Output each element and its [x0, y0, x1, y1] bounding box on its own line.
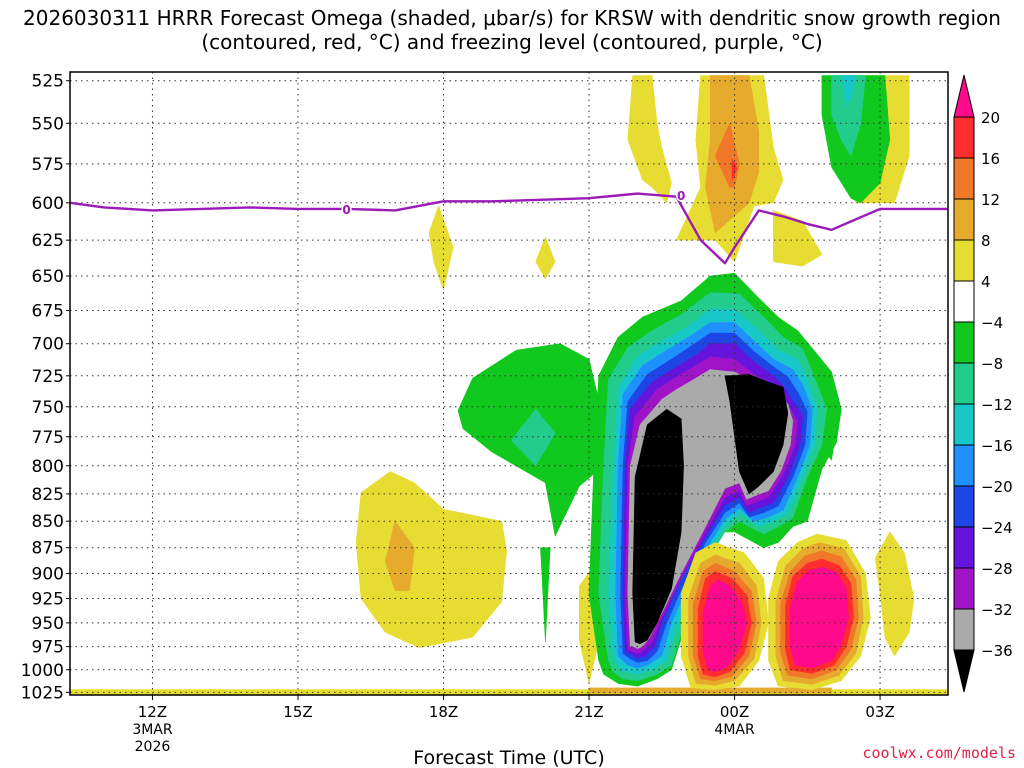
colorbar-label-11: −24	[981, 519, 1013, 537]
colorbar-label-6: −4	[981, 314, 1003, 332]
freezing-level-label-1: 0	[342, 203, 350, 217]
omega-region-3	[355, 471, 507, 648]
omega-region-42	[789, 566, 849, 669]
colorbar-label-9: −16	[981, 437, 1013, 455]
y-axis: 525 550 575 600 625 650 675 700 725 750 775 800 825 8…	[21, 72, 70, 703]
colorbar-swatch-2	[953, 157, 975, 200]
omega-shading	[70, 75, 948, 695]
y-tick-label-625: 625	[32, 231, 64, 251]
omega-region-37	[702, 579, 748, 672]
colorbar-label-3: 12	[981, 191, 1000, 209]
y-tick-label-900: 900	[32, 564, 64, 584]
plot-frame	[69, 71, 949, 696]
colorbar-swatch-8	[953, 403, 975, 446]
colorbar-swatch-5	[953, 280, 975, 323]
x-tick-label-21Z: 21Z	[574, 703, 603, 721]
colorbar-swatch-11	[953, 526, 975, 569]
y-tick-label-750: 750	[32, 398, 64, 418]
omega-region-31	[632, 408, 684, 645]
colorbar-swatch-10	[953, 485, 975, 528]
colorbar-swatch-13	[953, 608, 975, 651]
omega-region-19	[831, 75, 866, 157]
omega-region-9	[428, 205, 454, 291]
colorbar-label-5: 4	[981, 273, 991, 291]
y-tick-label-925: 925	[32, 589, 64, 609]
colorbar-swatch-4	[953, 239, 975, 282]
x-axis-label: Forecast Time (UTC)	[413, 747, 604, 768]
omega-region-2	[588, 687, 832, 694]
freezing-level-label-2: 0	[677, 189, 685, 203]
y-tick-label-575: 575	[32, 155, 64, 175]
colorbar-swatch-1	[953, 116, 975, 159]
colorbar-label-13: −32	[981, 601, 1013, 619]
colorbar-swatch-6	[953, 321, 975, 364]
y-tick-label-675: 675	[32, 301, 64, 321]
omega-region-32	[724, 374, 789, 495]
y-tick-label-650: 650	[32, 267, 64, 287]
source-credit: coolwx.com/models	[862, 744, 1016, 762]
colorbar: 20 16 12 8 4 −4 −8 −12 −16 −20 −24 −28 −32 −36	[953, 74, 1013, 693]
freezing-level-line	[70, 192, 948, 265]
colorbar-top-arrow	[953, 74, 975, 118]
omega-region-7	[540, 547, 551, 643]
x-tick-date-00Z: 4MAR	[714, 722, 755, 738]
x-tick-label-18Z: 18Z	[429, 703, 458, 721]
colorbar-swatch-9	[953, 444, 975, 487]
colorbar-swatch-7	[953, 362, 975, 405]
y-tick-label-825: 825	[32, 485, 64, 505]
colorbar-swatch-12	[953, 567, 975, 610]
y-tick-label-600: 600	[32, 194, 64, 214]
y-tick-label-525: 525	[32, 72, 64, 92]
colorbar-label-2: 16	[981, 150, 1000, 168]
omega-region-43	[874, 531, 915, 657]
colorbar-bottom-arrow	[953, 649, 975, 693]
colorbar-swatch-3	[953, 198, 975, 241]
omega-region-6	[511, 408, 556, 467]
colorbar-label-10: −20	[981, 478, 1013, 496]
y-tick-label-725: 725	[32, 367, 64, 387]
y-tick-label-1025: 1025	[21, 683, 64, 703]
omega-region-4	[384, 520, 415, 591]
x-tick-date-12Z: 3MAR	[132, 722, 173, 738]
omega-region-15	[731, 158, 738, 180]
colorbar-label-1: 20	[981, 109, 1000, 127]
colorbar-label-14: −36	[981, 642, 1013, 660]
omega-region-12	[773, 210, 823, 267]
colorbar-label-4: 8	[981, 232, 991, 250]
y-tick-label-1000: 1000	[21, 661, 64, 681]
y-tick-label-800: 800	[32, 457, 64, 477]
x-tick-label-15Z: 15Z	[283, 703, 312, 721]
grid-lines	[70, 72, 948, 695]
x-tick-year-12Z: 2026	[135, 739, 171, 755]
colorbar-label-12: −28	[981, 560, 1013, 578]
y-tick-label-875: 875	[32, 539, 64, 559]
y-tick-label-550: 550	[32, 114, 64, 134]
colorbar-label-8: −12	[981, 396, 1013, 414]
chart-title: 2026030311 HRRR Forecast Omega (shaded, …	[23, 6, 1001, 54]
x-tick-label-00Z: 00Z	[720, 703, 749, 721]
y-tick-label-775: 775	[32, 428, 64, 448]
y-tick-label-700: 700	[32, 335, 64, 355]
omega-region-20	[840, 75, 857, 107]
y-tick-label-950: 950	[32, 614, 64, 634]
x-tick-label-12Z: 12Z	[138, 703, 167, 721]
omega-region-8	[535, 236, 556, 280]
colorbar-label-7: −8	[981, 355, 1003, 373]
omega-region-10	[627, 75, 672, 204]
freezing-level-contour: 00	[70, 188, 948, 265]
y-tick-label-850: 850	[32, 512, 64, 532]
y-tick-label-975: 975	[32, 638, 64, 658]
x-tick-label-03Z: 03Z	[865, 703, 894, 721]
